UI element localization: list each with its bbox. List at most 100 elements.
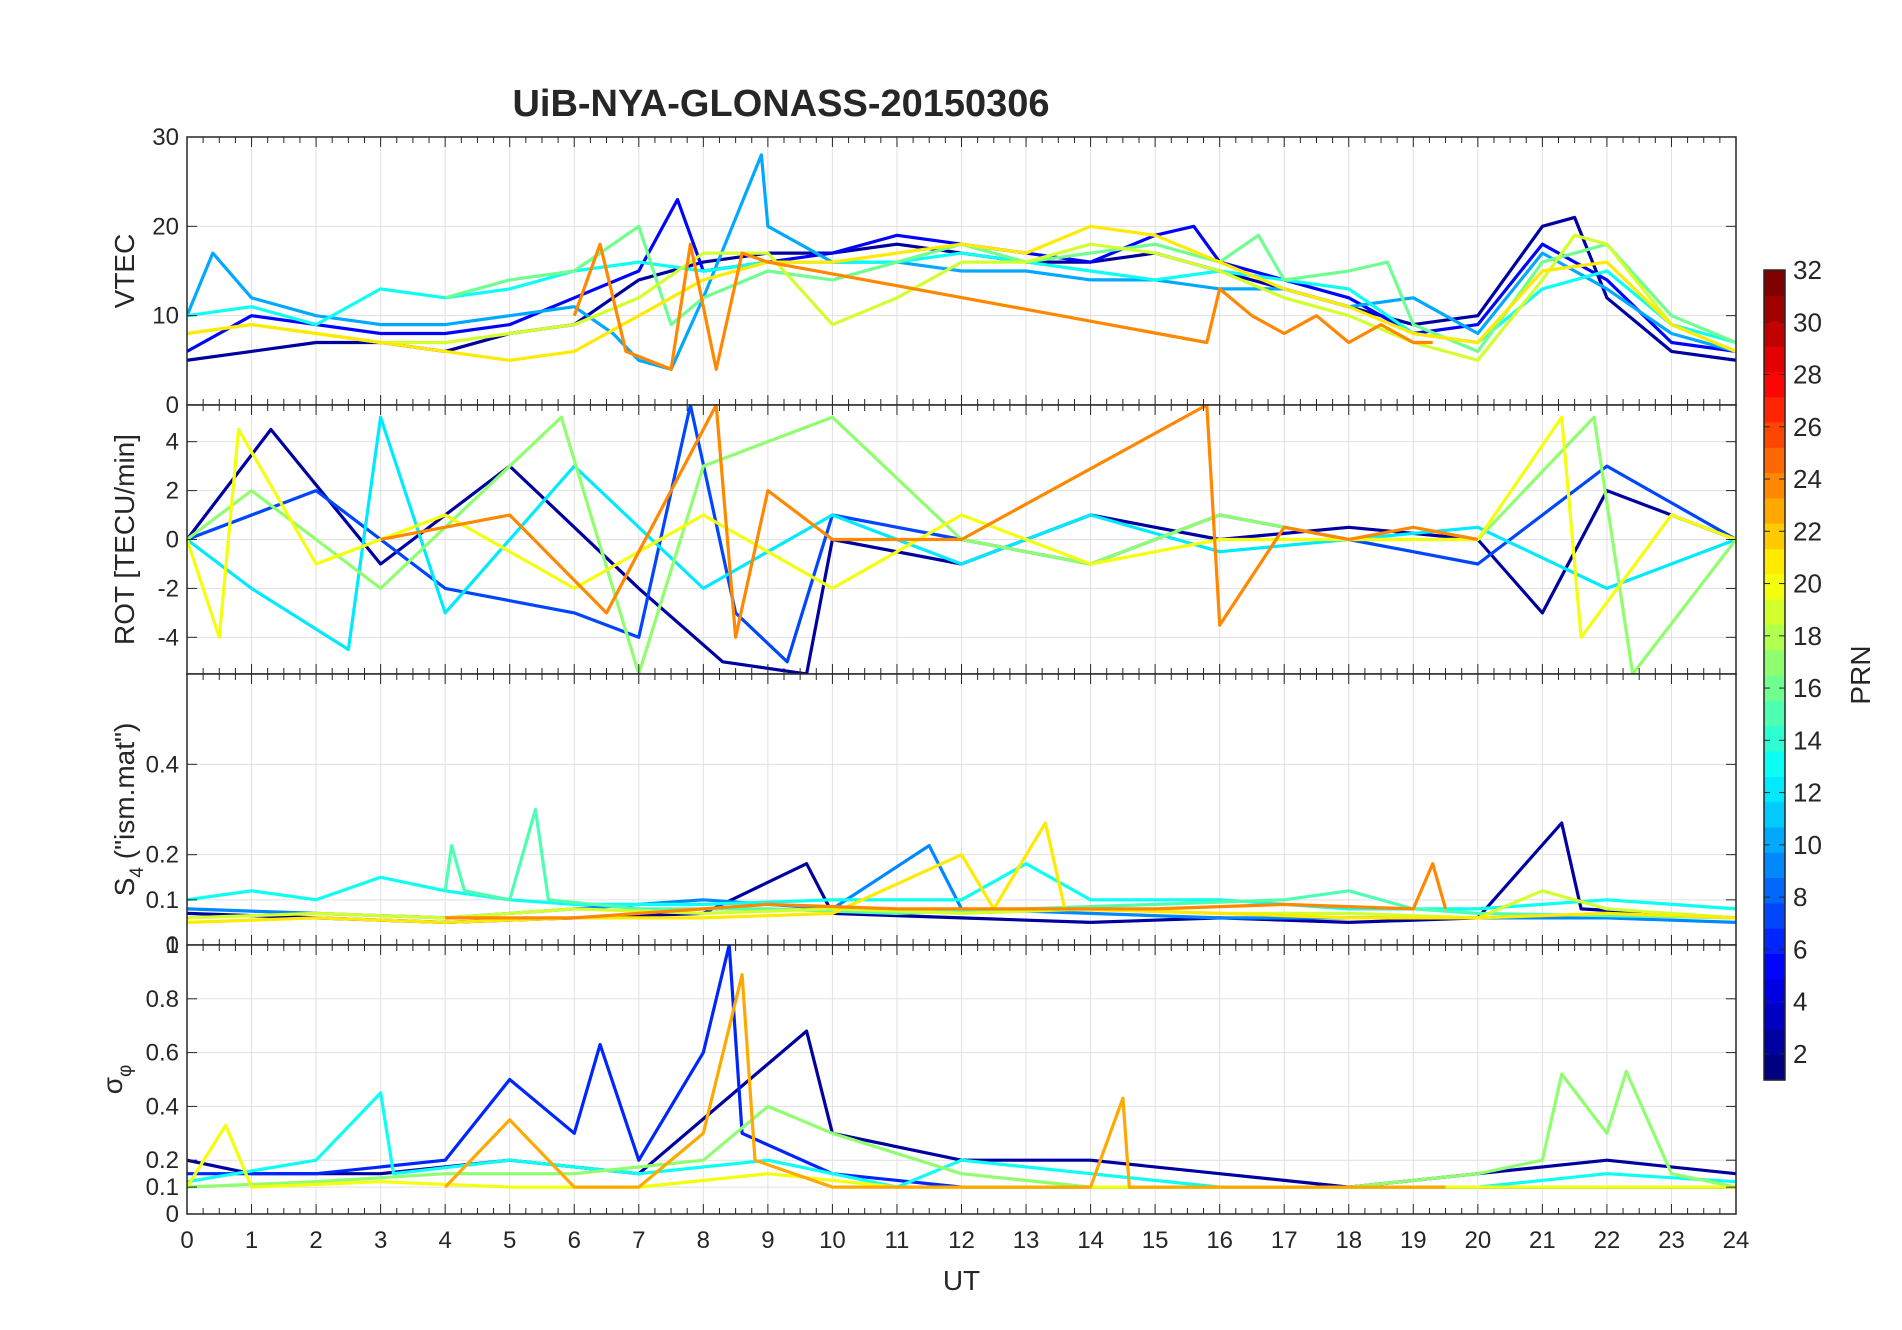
panel-rot: -4 -2 0 2 4 ROT [TECU/min]: [109, 404, 1737, 675]
colorbar-segment: [1764, 877, 1785, 904]
series-line-prn-21: [187, 224, 1736, 362]
colorbar-tick-label: 10: [1793, 830, 1822, 860]
x-tick-label: 5: [503, 1227, 516, 1254]
colorbar-segment: [1764, 750, 1785, 777]
colorbar-tick-label: 16: [1793, 673, 1822, 703]
colorbar-segment: [1764, 624, 1785, 651]
y-tick-label: 0.6: [146, 1040, 179, 1067]
colorbar-segment: [1764, 599, 1785, 625]
colorbar-tick-label: 24: [1793, 464, 1822, 494]
series-line-prn-20: [187, 415, 1736, 639]
colorbar-segment: [1764, 675, 1785, 701]
y-tick-label: 1: [166, 932, 179, 959]
y-axis-label-subscript: φ: [115, 1065, 136, 1077]
colorbar-segment: [1764, 523, 1785, 550]
y-tick-label: 2: [166, 478, 179, 505]
series-group-vtec: [187, 153, 1736, 371]
y-axis-label-main: σ: [97, 1077, 128, 1094]
x-tick-label: 1: [245, 1227, 258, 1254]
colorbar-tick-label: 20: [1793, 569, 1822, 599]
colorbar-segment: [1764, 270, 1785, 296]
x-tick-label: 3: [374, 1227, 387, 1254]
colorbar-segment: [1764, 371, 1785, 398]
colorbar-segment: [1764, 345, 1785, 372]
y-axis-label-vtec: VTEC: [109, 234, 140, 309]
colorbar-tick-label: 2: [1793, 1039, 1807, 1069]
colorbar-segment: [1764, 320, 1785, 347]
x-tick-label: 19: [1400, 1227, 1427, 1254]
colorbar-segment: [1764, 928, 1785, 955]
series-line-prn-15: [443, 807, 1736, 920]
series-line-prn-24: [445, 862, 1448, 920]
series-group-s4: [187, 807, 1736, 925]
x-tick-label: 16: [1206, 1227, 1233, 1254]
y-tick-label: 20: [152, 213, 179, 240]
y-tick-label: -4: [158, 624, 179, 651]
x-axis-label: UT: [943, 1265, 980, 1296]
colorbar-segment: [1764, 497, 1785, 524]
colorbar-tick-label: 22: [1793, 516, 1822, 546]
axes-frame-sigma_phi: [186, 944, 1737, 1215]
x-tick-label: 23: [1658, 1227, 1685, 1254]
y-tick-label: 0.2: [146, 842, 179, 869]
ticks-vtec: [186, 136, 1737, 406]
colorbar-tick-label: 30: [1793, 307, 1822, 337]
ticks-rot: [186, 405, 1737, 674]
x-tick-label: 18: [1335, 1227, 1362, 1254]
series-group-sigma_phi: [187, 945, 1736, 1189]
y-tick-label: 30: [152, 124, 179, 151]
ticks-sigma_phi: [186, 944, 1737, 1215]
x-tick-label: 12: [948, 1227, 975, 1254]
y-tick-label: 0: [166, 392, 179, 419]
x-tick-label: 0: [180, 1227, 193, 1254]
series-line-prn-24: [572, 242, 1433, 371]
y-tick-label: 0.4: [146, 1093, 179, 1120]
colorbar-segment: [1764, 1029, 1785, 1056]
x-tick-label: 4: [438, 1227, 451, 1254]
colorbar-segment: [1764, 421, 1785, 448]
x-tick-label: 22: [1594, 1227, 1621, 1254]
x-tick-label: 10: [819, 1227, 846, 1254]
x-tick-label: 14: [1077, 1227, 1104, 1254]
series-line-prn-23: [444, 972, 1446, 1189]
colorbar-segment: [1764, 700, 1785, 727]
colorbar-segment: [1764, 1054, 1785, 1081]
colorbar-tick-label: 8: [1793, 882, 1807, 912]
x-tick-label: 8: [697, 1227, 710, 1254]
y-tick-label: 0.1: [146, 1174, 179, 1201]
colorbar-segment: [1764, 649, 1785, 676]
y-axis-label-sigma_phi: σφ: [97, 1065, 136, 1095]
colorbar-frame: [1763, 269, 1786, 1081]
colorbar-segment: [1764, 396, 1785, 423]
colorbar-segment: [1764, 826, 1785, 853]
x-tick-label: 20: [1464, 1227, 1491, 1254]
x-tick-label: 13: [1013, 1227, 1040, 1254]
colorbar-tick-label: 28: [1793, 360, 1822, 390]
colorbar-segment: [1764, 1004, 1785, 1030]
colorbar-tick-label: 12: [1793, 778, 1822, 808]
y-tick-label: -2: [158, 575, 179, 602]
y-tick-label: 0.2: [146, 1147, 179, 1174]
ticks-s4: [186, 674, 1737, 946]
y-axis-label-subscript: 4: [127, 867, 148, 878]
y-tick-label: 4: [166, 429, 179, 456]
colorbar-segment: [1764, 573, 1785, 600]
colorbar-tick-label: 32: [1793, 255, 1822, 285]
x-tick-label: 15: [1142, 1227, 1169, 1254]
colorbar-tick-label: 26: [1793, 412, 1822, 442]
y-tick-label: 10: [152, 303, 179, 330]
colorbar-tick-label: 4: [1793, 987, 1807, 1017]
colorbar-segment: [1764, 978, 1785, 1005]
x-tick-label: 2: [309, 1227, 322, 1254]
x-tick-label: 21: [1529, 1227, 1556, 1254]
x-tick-label: 24: [1723, 1227, 1750, 1254]
y-axis-label-rot: ROT [TECU/min]: [109, 434, 140, 645]
x-tick-label: 11: [884, 1227, 909, 1254]
y-axis-label-rest: ("ism.mat"): [109, 723, 140, 867]
colorbar-tick-label: 14: [1793, 725, 1822, 755]
y-axis-label-s4: S4 ("ism.mat"): [109, 723, 148, 897]
x-tick-label: 7: [632, 1227, 645, 1254]
series-group-rot: [187, 405, 1736, 674]
x-tick-label: 17: [1271, 1227, 1298, 1254]
